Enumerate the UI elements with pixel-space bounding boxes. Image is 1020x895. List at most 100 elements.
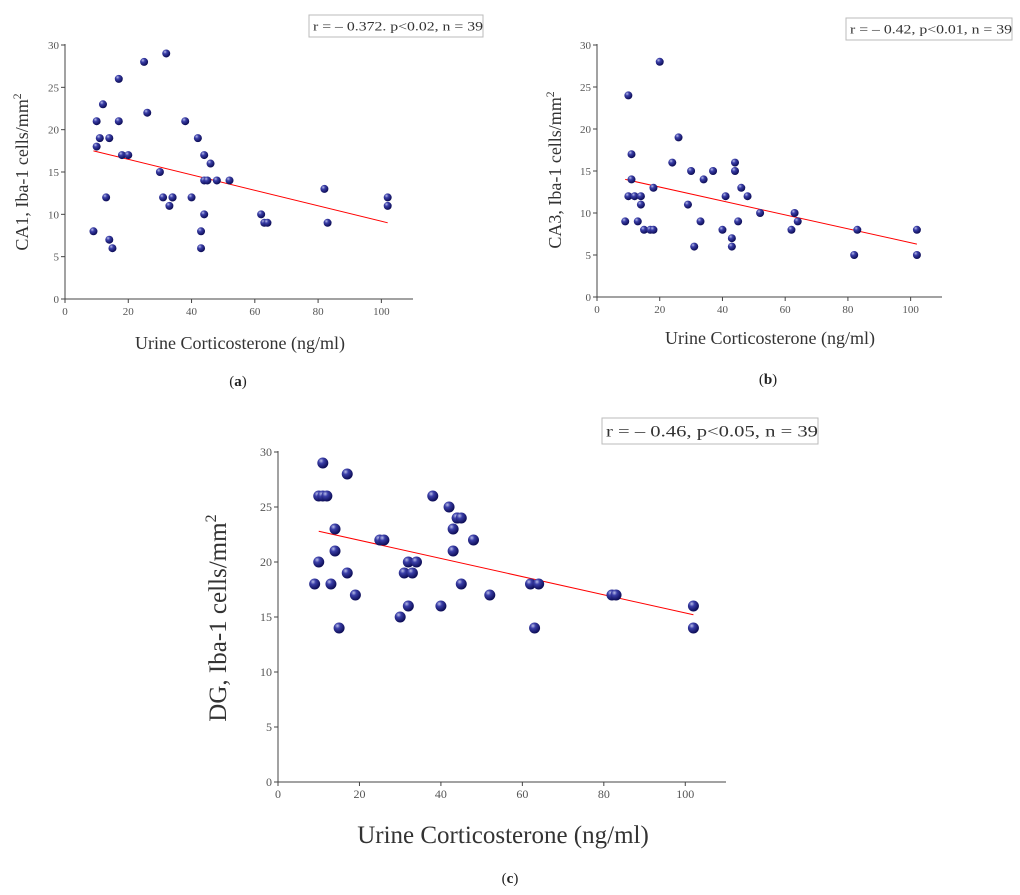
data-point xyxy=(341,468,353,480)
data-point xyxy=(212,176,221,185)
data-point xyxy=(410,556,422,568)
y-tick-label: 25 xyxy=(48,82,60,94)
x-tick-label: 80 xyxy=(313,306,325,318)
y-axis-title-superscript: 2 xyxy=(544,91,557,97)
data-point xyxy=(159,193,168,202)
data-point xyxy=(309,578,321,590)
data-point xyxy=(383,193,392,202)
data-point xyxy=(756,209,765,217)
data-point xyxy=(197,227,206,236)
y-tick-label: 5 xyxy=(266,720,272,734)
y-axis-title-text: CA1, Iba-1 cells/mm xyxy=(12,99,32,250)
y-tick-label: 20 xyxy=(260,555,272,569)
stat-text: r = – 0.46, p<0.05, n = 39 xyxy=(606,424,818,441)
data-point xyxy=(117,151,126,160)
x-axis-title: Urine Corticosterone (ng/ml) xyxy=(357,822,649,849)
data-point xyxy=(323,218,332,227)
y-axis-title-superscript: 2 xyxy=(202,514,220,522)
data-point xyxy=(114,74,123,83)
data-point xyxy=(321,490,333,502)
data-point xyxy=(402,600,414,612)
data-point xyxy=(197,244,206,253)
x-tick-label: 20 xyxy=(123,306,135,318)
data-point xyxy=(427,490,439,502)
y-tick-label: 15 xyxy=(580,166,592,178)
trend-line xyxy=(93,150,388,224)
data-point xyxy=(257,210,266,219)
data-point xyxy=(162,49,171,58)
panel-label: (a) xyxy=(229,374,247,390)
data-point xyxy=(105,134,114,143)
data-point xyxy=(640,225,649,234)
data-point xyxy=(624,192,633,201)
data-point xyxy=(850,251,859,259)
data-point xyxy=(690,242,699,251)
x-tick-label: 40 xyxy=(435,787,447,801)
x-tick-label: 60 xyxy=(516,787,528,801)
data-point xyxy=(624,91,633,100)
y-axis-title: CA3, Iba-1 cells/mm2 xyxy=(544,91,565,248)
data-point xyxy=(731,158,739,167)
data-point xyxy=(455,512,467,524)
panel-label-open: ( xyxy=(759,372,764,388)
data-point xyxy=(225,176,234,185)
data-point xyxy=(447,545,459,557)
data-point xyxy=(187,193,196,202)
y-tick-label: 5 xyxy=(54,252,60,264)
data-point xyxy=(89,227,98,236)
data-point xyxy=(668,158,677,167)
data-point xyxy=(533,578,545,590)
y-tick-label: 0 xyxy=(54,294,60,306)
y-tick-label: 0 xyxy=(266,775,272,789)
data-point xyxy=(140,57,149,66)
panel-label-open: ( xyxy=(229,374,234,390)
data-point xyxy=(709,167,718,175)
data-point xyxy=(610,589,622,601)
data-point xyxy=(124,151,133,160)
data-point xyxy=(402,556,414,568)
panel-label-open: ( xyxy=(502,871,507,887)
data-point xyxy=(92,117,101,126)
y-axis-title: DG, Iba-1 cells/mm2 xyxy=(202,514,232,721)
data-point xyxy=(649,183,658,192)
data-point xyxy=(467,534,479,546)
data-point xyxy=(443,501,455,513)
data-point xyxy=(98,100,107,109)
y-tick-label: 20 xyxy=(580,124,592,136)
data-point xyxy=(95,134,104,143)
data-point xyxy=(193,134,202,143)
data-point xyxy=(317,457,329,469)
stat-box xyxy=(845,17,1013,41)
x-tick-label: 20 xyxy=(654,304,666,316)
data-point xyxy=(341,567,353,579)
data-point xyxy=(636,192,645,201)
data-point xyxy=(406,567,418,579)
data-point xyxy=(912,225,921,234)
x-tick-label: 100 xyxy=(676,787,694,801)
panel-label-close: ) xyxy=(772,372,777,388)
data-point xyxy=(92,142,101,151)
data-point xyxy=(687,622,699,634)
data-point xyxy=(398,567,410,579)
data-point xyxy=(333,622,345,634)
x-tick-label: 100 xyxy=(373,306,390,318)
data-point xyxy=(687,600,699,612)
data-point xyxy=(627,150,636,159)
y-tick-label: 0 xyxy=(586,292,592,304)
x-axis-title: Urine Corticosterone (ng/ml) xyxy=(135,333,345,354)
data-point xyxy=(105,235,114,244)
x-tick-label: 40 xyxy=(186,306,198,318)
trend-line xyxy=(318,530,694,616)
data-point xyxy=(674,133,683,142)
data-point xyxy=(329,523,341,535)
data-point xyxy=(727,242,736,251)
y-tick-label: 25 xyxy=(260,500,272,514)
y-tick-label: 10 xyxy=(260,665,272,679)
data-point xyxy=(325,578,337,590)
y-tick-label: 10 xyxy=(580,208,592,220)
panel-label: (b) xyxy=(759,372,777,388)
data-point xyxy=(394,611,406,623)
data-point xyxy=(721,192,730,201)
x-tick-label: 60 xyxy=(249,306,261,318)
panel-label-letter: c xyxy=(507,871,514,887)
